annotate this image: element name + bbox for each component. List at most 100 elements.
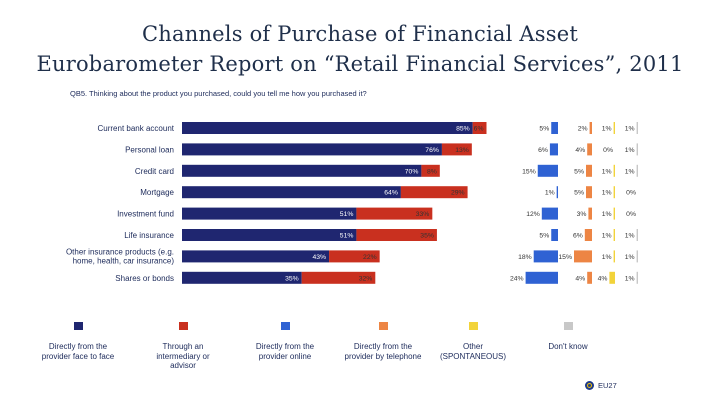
- legend-swatch: [178, 322, 188, 330]
- value-label-intermediary: 6%: [474, 126, 484, 133]
- value-label-face-to-face: 70%: [405, 168, 419, 175]
- legend-swatch: [378, 322, 388, 330]
- bar-other: [613, 207, 615, 220]
- bar-dont-know: [636, 143, 638, 156]
- legend-swatch: [280, 322, 290, 330]
- value-label-online: 6%: [538, 147, 548, 154]
- legend-label: advisor: [170, 361, 196, 370]
- value-label-telephone: 3%: [577, 211, 587, 218]
- bar-intermediary: [441, 143, 472, 156]
- value-label-other: 1%: [602, 211, 612, 218]
- value-label-dont-know: 1%: [625, 168, 635, 175]
- bar-online: [549, 143, 558, 156]
- value-label-online: 5%: [539, 233, 549, 240]
- legend-item-intermediary: Through an intermediary or advisor: [131, 322, 235, 371]
- bar-online: [551, 229, 558, 241]
- bar-online: [541, 207, 558, 220]
- value-label-telephone: 4%: [575, 147, 585, 154]
- bar-other: [613, 164, 615, 177]
- value-label-intermediary: 8%: [427, 168, 437, 175]
- legend-swatch: [563, 322, 573, 330]
- bar-online: [551, 122, 558, 134]
- legend-label: Directly from the: [255, 342, 315, 351]
- bar-dont-know: [636, 164, 638, 177]
- bar-other: [613, 186, 615, 199]
- bar-face-to-face: [182, 271, 302, 284]
- value-label-other: 4%: [598, 275, 608, 282]
- bar-telephone: [584, 229, 592, 241]
- bar-face-to-face: [182, 164, 422, 177]
- bar-other: [613, 122, 615, 134]
- value-label-dont-know: 0%: [626, 190, 636, 197]
- stacked-bar-chart: Current bank account 85% 6% 5% 2% 1% 1% Persona…: [66, 122, 638, 284]
- legend-swatch: [73, 322, 83, 330]
- category-label: Credit card: [135, 167, 174, 176]
- value-label-other: 1%: [602, 168, 612, 175]
- bar-intermediary: [356, 207, 433, 220]
- value-label-online: 15%: [522, 168, 536, 175]
- value-label-online: 24%: [510, 275, 524, 282]
- value-label-online: 5%: [539, 126, 549, 133]
- legend-label: Directly from the: [48, 342, 108, 351]
- value-label-telephone: 5%: [574, 168, 584, 175]
- bar-telephone: [589, 122, 592, 134]
- bar-other: [609, 271, 615, 284]
- legend-item-dont-know: Don't know: [516, 322, 620, 352]
- bar-telephone: [574, 250, 592, 263]
- value-label-other: 1%: [602, 254, 612, 261]
- value-label-intermediary: 32%: [359, 275, 373, 282]
- legend-label: Through an: [162, 342, 204, 351]
- value-label-face-to-face: 76%: [425, 147, 439, 154]
- value-label-face-to-face: 64%: [384, 190, 398, 197]
- legend-item-online: Directly from the provider online: [233, 322, 337, 361]
- bar-face-to-face: [182, 229, 357, 241]
- bar-face-to-face: [182, 186, 401, 199]
- value-label-telephone: 6%: [573, 233, 583, 240]
- bar-face-to-face: [182, 250, 330, 263]
- value-label-telephone: 5%: [574, 190, 584, 197]
- category-label: Personal loan: [125, 145, 174, 154]
- bar-dont-know: [636, 271, 638, 284]
- bar-intermediary: [329, 250, 380, 263]
- value-label-other: 0%: [603, 147, 613, 154]
- bar-face-to-face: [182, 143, 442, 156]
- value-label-intermediary: 35%: [420, 233, 434, 240]
- bar-other: [613, 229, 615, 241]
- bar-other: [613, 250, 615, 263]
- value-label-face-to-face: 51%: [340, 211, 354, 218]
- value-label-face-to-face: 43%: [312, 254, 326, 261]
- value-label-dont-know: 0%: [626, 211, 636, 218]
- eu-globe-icon: [585, 381, 594, 390]
- bar-online: [525, 271, 558, 284]
- value-label-telephone: 2%: [578, 126, 588, 133]
- value-label-intermediary: 22%: [363, 254, 377, 261]
- page-title-line-1: Channels of Purchase of Financial Asset: [142, 22, 578, 46]
- bar-online: [537, 164, 558, 177]
- footer-badge: EU27: [585, 381, 617, 390]
- value-label-intermediary: 13%: [455, 147, 469, 154]
- bar-dont-know: [636, 250, 638, 263]
- value-label-dont-know: 1%: [625, 254, 635, 261]
- value-label-telephone: 4%: [575, 275, 585, 282]
- bar-telephone: [587, 271, 592, 284]
- category-label: Investment fund: [117, 210, 174, 219]
- value-label-face-to-face: 51%: [340, 233, 354, 240]
- bar-face-to-face: [182, 122, 473, 134]
- legend-item-other: Other (SPONTANEOUS): [421, 322, 525, 361]
- value-label-online: 1%: [545, 190, 555, 197]
- value-label-face-to-face: 35%: [285, 275, 299, 282]
- value-label-intermediary: 33%: [416, 211, 430, 218]
- bar-intermediary: [421, 164, 440, 177]
- bar-intermediary: [400, 186, 468, 199]
- category-label: Mortgage: [140, 188, 174, 197]
- category-label: Shares or bonds: [115, 274, 174, 283]
- bar-intermediary: [301, 271, 376, 284]
- bar-telephone: [586, 186, 592, 199]
- legend-label: provider face to face: [41, 351, 115, 361]
- bar-intermediary: [472, 122, 487, 134]
- category-label: Life insurance: [124, 231, 174, 240]
- value-label-other: 1%: [602, 126, 612, 133]
- value-label-other: 1%: [602, 190, 612, 197]
- legend-swatch: [468, 322, 478, 330]
- footer-label: EU27: [598, 381, 617, 390]
